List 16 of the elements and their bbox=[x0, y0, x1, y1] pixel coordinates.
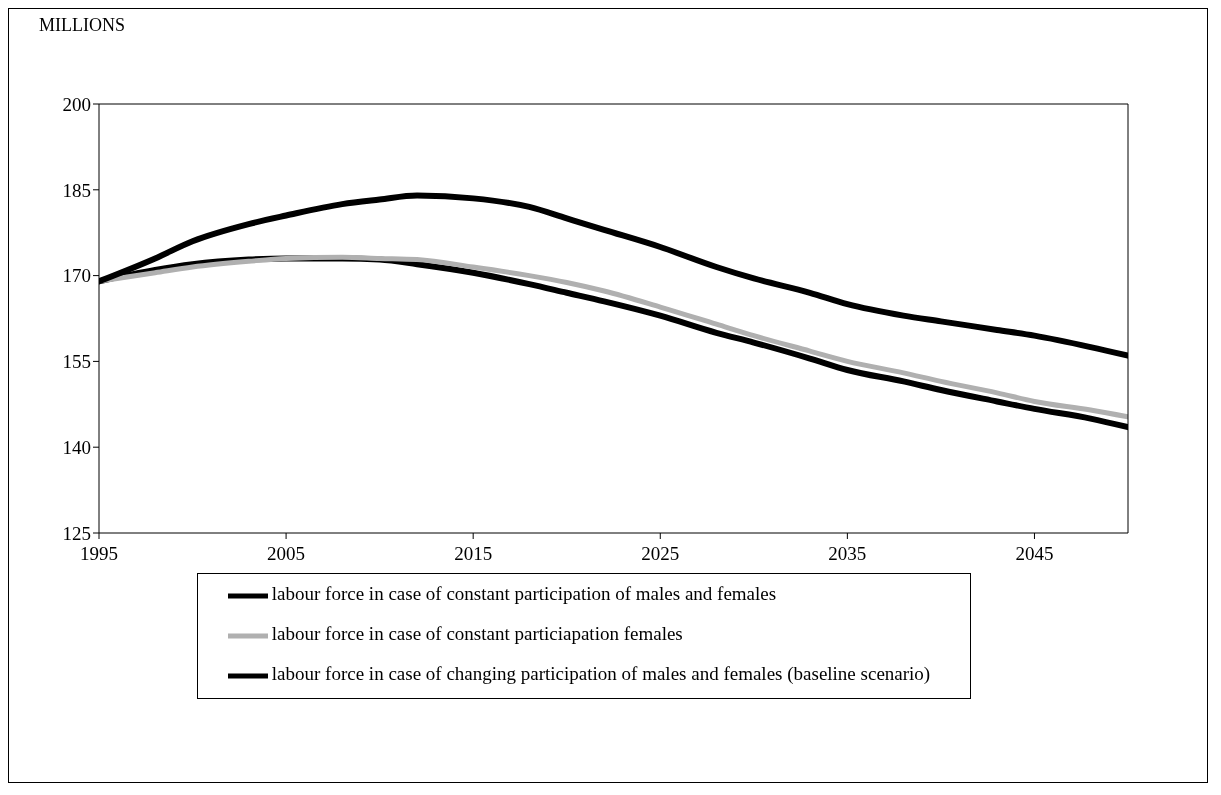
y-tick-label: 200 bbox=[62, 93, 91, 115]
y-axis-title: MILLIONS bbox=[39, 15, 125, 36]
x-tick-label: 2015 bbox=[454, 543, 493, 565]
x-tick-label: 2035 bbox=[828, 543, 867, 565]
legend-label: labour force in case of changing participation of males and females (baseline scenario) bbox=[271, 663, 931, 685]
y-tick-label: 185 bbox=[62, 179, 91, 201]
y-tick-label: 140 bbox=[62, 436, 91, 458]
x-tick-label: 1995 bbox=[80, 543, 118, 565]
x-tick-label: 2025 bbox=[641, 543, 680, 565]
y-tick-label: 155 bbox=[62, 351, 91, 373]
x-tick-label: 2045 bbox=[1015, 543, 1054, 565]
legend-label: labour force in case of constant participation of males and females bbox=[271, 583, 777, 605]
legend-label: labour force in case of constant particiapation females bbox=[271, 623, 683, 645]
y-tick-label: 125 bbox=[62, 522, 91, 544]
x-tick-label: 2005 bbox=[267, 543, 306, 565]
y-tick-label: 170 bbox=[62, 265, 91, 287]
